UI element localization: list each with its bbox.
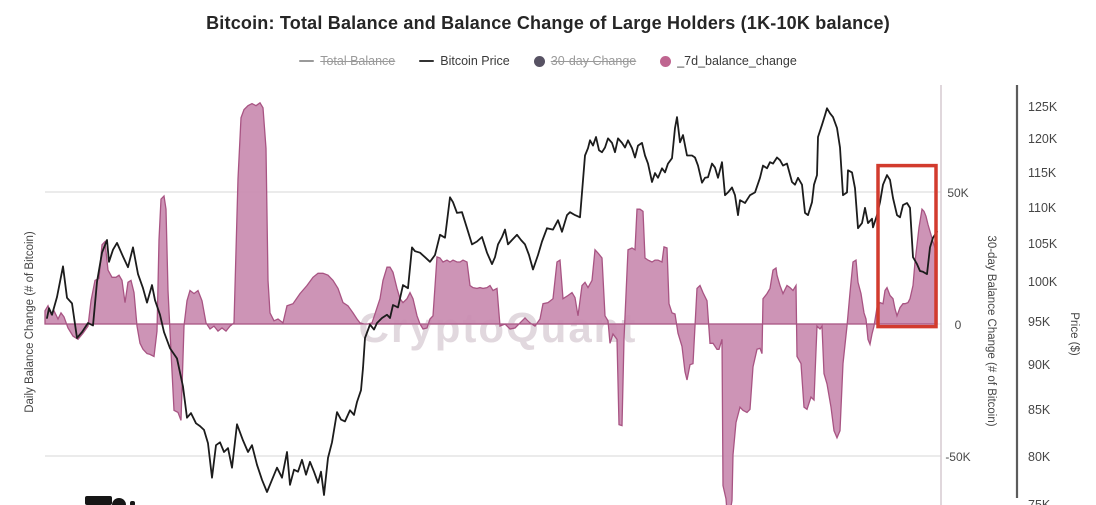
price-tick-90k: 90K [1028, 358, 1051, 372]
circle-marker-icon [533, 55, 545, 67]
legend-label: Total Balance [320, 54, 396, 68]
price-tick-115k: 115K [1028, 166, 1057, 180]
price-tick-80k: 80K [1028, 450, 1051, 464]
page-title: Bitcoin: Total Balance and Balance Chang… [206, 13, 890, 33]
price-tick-110k: 110K [1028, 201, 1057, 215]
balance-tick-50k: 50K [947, 186, 969, 200]
legend-label: _7d_balance_change [677, 54, 797, 68]
right-inner-axis-title: 30-day Balance Change (# of Bitcoin) [985, 235, 997, 427]
balance-tick-neg50k: -50K [945, 450, 971, 464]
legend-label: Bitcoin Price [440, 54, 510, 68]
cutoff-logo-fragment [85, 496, 135, 505]
chart-legend: Total Balance Bitcoin Price 30-day Chang… [0, 54, 1096, 68]
highlight-rectangle-annotation [876, 163, 938, 329]
legend-item-bitcoin-price[interactable]: Bitcoin Price [419, 54, 510, 68]
legend-item-30-day-change[interactable]: 30-day Change [533, 54, 637, 68]
right-outer-axis-title: Price ($) [1068, 312, 1080, 356]
bitcoin-price-line-series [46, 107, 938, 496]
balance-tick-0: 0 [954, 318, 962, 332]
price-tick-100k: 100K [1028, 275, 1058, 289]
price-tick-85k: 85K [1028, 403, 1051, 417]
legend-item-total-balance[interactable]: Total Balance [299, 54, 395, 68]
price-tick-125k: 125K [1028, 100, 1058, 114]
left-axis-title: Daily Balance Change (# of Bitcoin) [24, 231, 36, 413]
price-tick-75k: 75K [1028, 498, 1051, 505]
line-marker-icon [419, 59, 435, 63]
price-tick-105k: 105K [1028, 237, 1058, 251]
legend-label: 30-day Change [550, 54, 637, 68]
price-tick-120k: 120K [1028, 132, 1058, 146]
price-tick-95k: 95K [1028, 315, 1051, 329]
circle-marker-icon [660, 55, 672, 67]
line-marker-icon [299, 59, 315, 63]
legend-item-7d-balance-change[interactable]: _7d_balance_change [660, 54, 797, 68]
balance-change-area-series [44, 101, 938, 505]
